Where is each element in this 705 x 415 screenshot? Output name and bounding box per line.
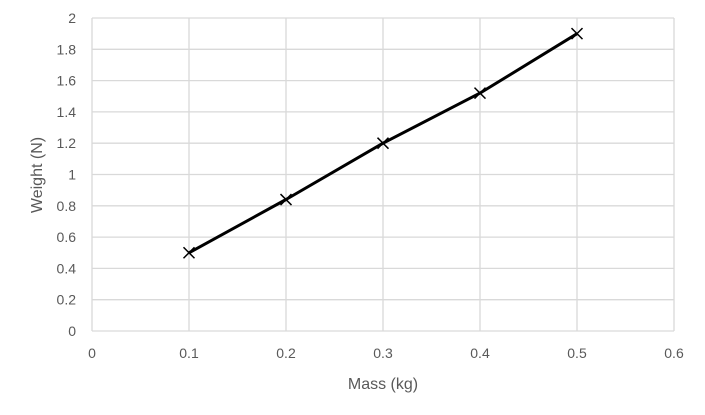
gridlines	[91, 17, 675, 332]
y-tick-label: 2	[68, 10, 76, 26]
y-tick-label: 1.4	[57, 104, 77, 120]
y-tick-label: 0	[68, 323, 76, 339]
x-tick-label: 0.2	[276, 345, 296, 361]
y-tick-label: 0.4	[57, 260, 77, 276]
x-marker-icon	[182, 246, 196, 259]
x-marker-icon	[570, 27, 584, 40]
y-axis-tick-labels: 0 0.2 0.4 0.6 0.8 1 1.2 1.4 1.6 1.8 2	[57, 10, 77, 339]
y-tick-label: 1.6	[57, 73, 77, 89]
y-tick-label: 1.8	[57, 41, 77, 57]
y-tick-label: 0.2	[57, 292, 77, 308]
x-tick-label: 0.5	[567, 345, 587, 361]
x-axis-tick-labels: 0 0.1 0.2 0.3 0.4 0.5 0.6	[88, 345, 684, 361]
y-axis-title: Weight (N)	[29, 137, 46, 213]
x-marker-icon	[279, 193, 293, 206]
y-tick-label: 1.2	[57, 135, 77, 151]
y-tick-label: 1	[68, 167, 76, 183]
x-tick-label: 0.1	[179, 345, 199, 361]
x-marker-icon	[376, 137, 390, 150]
x-tick-label: 0	[88, 345, 96, 361]
y-tick-label: 0.8	[57, 198, 77, 214]
x-tick-label: 0.3	[373, 345, 393, 361]
x-marker-icon	[473, 87, 487, 100]
data-series	[182, 27, 584, 259]
x-axis-title: Mass (kg)	[348, 376, 418, 393]
x-tick-label: 0.6	[664, 345, 684, 361]
x-tick-label: 0.4	[470, 345, 490, 361]
y-tick-label: 0.6	[57, 229, 77, 245]
